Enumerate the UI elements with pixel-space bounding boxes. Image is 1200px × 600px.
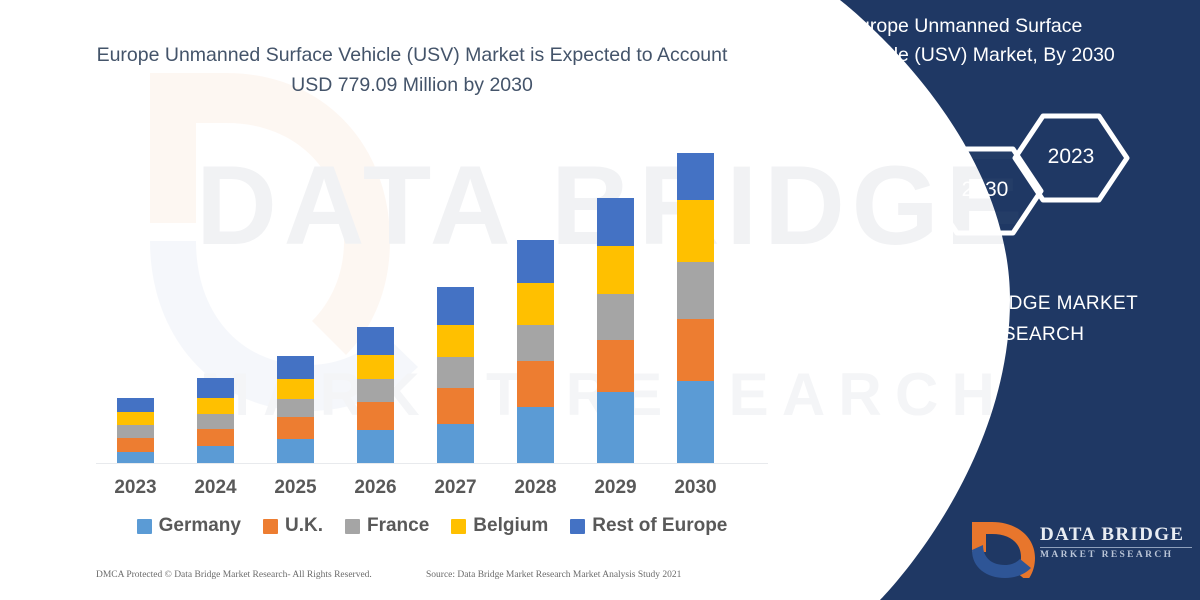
legend-label: France — [366, 515, 430, 536]
chart-plot-area — [92, 130, 772, 463]
bar-segment-rest-of-europe — [277, 356, 314, 380]
bar-segment-germany — [277, 439, 314, 463]
legend-item-france[interactable]: France — [344, 515, 430, 537]
bar-2025 — [277, 356, 314, 463]
hexagon-label-2023: 2023 — [1047, 145, 1095, 168]
bar-2023 — [117, 398, 154, 463]
bar-segment-u-k — [437, 388, 474, 425]
bar-segment-france — [437, 357, 474, 389]
bar-2027 — [437, 287, 474, 463]
bar-segment-rest-of-europe — [357, 327, 394, 355]
legend-item-belgium[interactable]: Belgium — [451, 515, 548, 537]
bar-segment-belgium — [357, 354, 394, 379]
hexagon-badge-group: 2030 2023 — [925, 112, 1155, 237]
bar-segment-rest-of-europe — [517, 240, 554, 284]
bar-segment-rest-of-europe — [437, 287, 474, 326]
hexagon-badge-2023: 2023 — [1011, 112, 1131, 204]
footer: DMCA Protected © Data Bridge Market Rese… — [0, 566, 790, 590]
bar-segment-belgium — [277, 379, 314, 400]
bar-2026 — [357, 327, 394, 463]
legend-item-rest-of-europe[interactable]: Rest of Europe — [570, 515, 727, 537]
hexagon-label-2030: 2030 — [961, 178, 1009, 201]
bar-segment-germany — [197, 446, 234, 463]
x-axis-tick-labels: 2023 2024 2025 2026 2027 2028 2029 2030 — [92, 477, 772, 503]
legend-label: Germany — [158, 515, 241, 536]
bar-2030 — [677, 153, 714, 463]
bar-segment-france — [117, 425, 154, 439]
brand-name: DATA BRIDGE MARKET RESEARCH — [880, 288, 1180, 350]
bar-segment-belgium — [117, 412, 154, 426]
bar-2024 — [197, 378, 234, 463]
x-tick-2029: 2029 — [594, 477, 637, 498]
bar-segment-france — [517, 325, 554, 362]
x-tick-2023: 2023 — [114, 477, 157, 498]
bar-segment-u-k — [277, 417, 314, 440]
panel-title: Europe Unmanned Surface Vehicle (USV) Ma… — [846, 15, 1115, 66]
x-tick-2028: 2028 — [514, 477, 557, 498]
bar-segment-germany — [117, 452, 154, 463]
bar-segment-belgium — [197, 398, 234, 415]
bar-segment-rest-of-europe — [677, 153, 714, 201]
legend-item-germany[interactable]: Germany — [136, 515, 241, 537]
bar-segment-u-k — [677, 319, 714, 382]
bar-segment-france — [197, 414, 234, 430]
footer-dmca-text: DMCA Protected © Data Bridge Market Rese… — [96, 570, 372, 580]
legend-label: Belgium — [473, 515, 549, 536]
bar-segment-belgium — [597, 246, 634, 295]
bar-segment-germany — [357, 429, 394, 463]
bar-segment-germany — [677, 381, 714, 463]
x-tick-2025: 2025 — [274, 477, 317, 498]
logo-wordmark: DATA BRIDGE MARKET RESEARCH — [1040, 524, 1200, 560]
logo-main-text: DATA BRIDGE — [1040, 524, 1185, 545]
bar-segment-belgium — [437, 325, 474, 358]
bar-2028 — [517, 240, 554, 463]
bar-segment-rest-of-europe — [117, 398, 154, 413]
bar-segment-u-k — [517, 361, 554, 408]
x-tick-2024: 2024 — [194, 477, 237, 498]
bar-segment-belgium — [677, 200, 714, 263]
bar-segment-france — [597, 294, 634, 341]
bar-segment-u-k — [197, 429, 234, 447]
bar-segment-rest-of-europe — [597, 198, 634, 247]
chart-legend: Germany U.K. France Belgium Rest of Europe — [92, 512, 772, 540]
bar-segment-u-k — [117, 438, 154, 453]
bar-segment-france — [357, 378, 394, 402]
legend-swatch — [136, 518, 152, 534]
bar-segment-u-k — [357, 401, 394, 430]
x-tick-2027: 2027 — [434, 477, 477, 498]
legend-swatch — [262, 518, 278, 534]
x-tick-2030: 2030 — [674, 477, 717, 498]
x-tick-2026: 2026 — [354, 477, 397, 498]
data-bridge-logo-mark — [972, 522, 1035, 578]
legend-label: U.K. — [284, 515, 323, 536]
hexagon-badge-2030: 2030 — [925, 145, 1045, 237]
legend-label: Rest of Europe — [592, 515, 728, 536]
legend-item-u-k[interactable]: U.K. — [262, 515, 323, 537]
bar-segment-u-k — [597, 340, 634, 393]
legend-swatch — [344, 518, 360, 534]
bar-2029 — [597, 198, 634, 463]
bar-segment-germany — [517, 407, 554, 463]
brand-line-1: DATA BRIDGE MARKET — [921, 293, 1139, 314]
bar-segment-france — [277, 399, 314, 418]
navy-side-panel: DGE RCH — [780, 0, 1200, 600]
bar-segment-germany — [597, 392, 634, 463]
bar-segment-germany — [437, 424, 474, 463]
watermark-logo-mark — [150, 73, 418, 411]
legend-swatch — [570, 518, 586, 534]
bar-segment-belgium — [517, 283, 554, 326]
logo-divider — [1040, 547, 1192, 548]
x-axis-line — [96, 463, 768, 464]
brand-line-2: RESEARCH — [975, 324, 1085, 345]
page-title: Europe Unmanned Surface Vehicle (USV) Ma… — [96, 44, 728, 96]
bar-segment-rest-of-europe — [197, 378, 234, 399]
footer-source-text: Source: Data Bridge Market Research Mark… — [426, 570, 682, 580]
bar-segment-france — [677, 262, 714, 320]
legend-swatch — [451, 518, 467, 534]
stacked-bar-chart — [92, 130, 772, 470]
logo-sub-text: MARKET RESEARCH — [1040, 550, 1174, 560]
